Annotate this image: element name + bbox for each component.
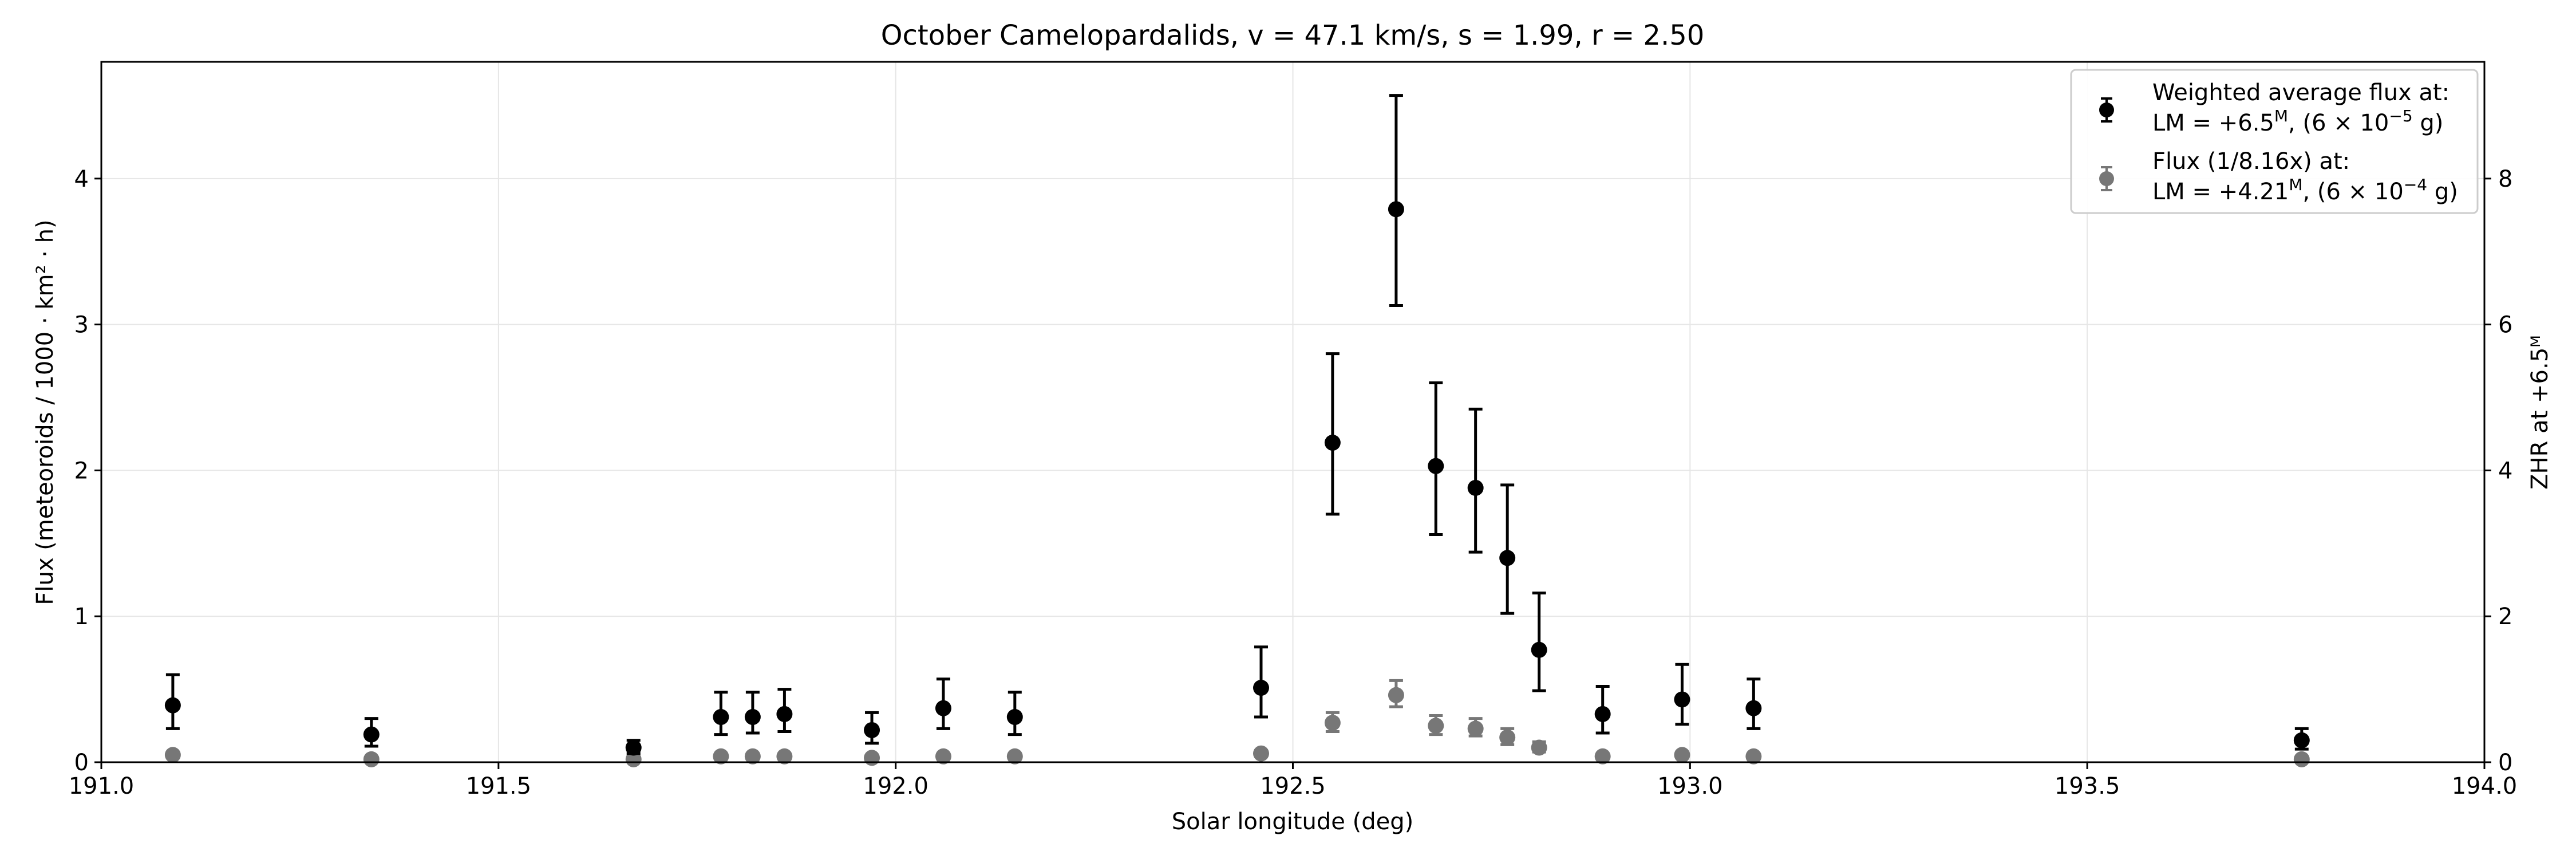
- data-point-weighted: [713, 709, 729, 726]
- legend-scaled-lm: LM = +4.21: [2152, 179, 2289, 205]
- data-point-scaled: [1388, 687, 1404, 703]
- data-point-scaled: [744, 748, 761, 765]
- legend-box: [2070, 69, 2479, 214]
- data-point-scaled: [1594, 748, 1611, 765]
- data-point-scaled: [1253, 745, 1269, 762]
- data-point-scaled: [864, 750, 880, 766]
- legend-label-scaled-line2: LM = +4.21M, (6 × 10−4 g): [2152, 175, 2458, 205]
- data-point-scaled: [935, 748, 951, 765]
- legend-entry-scaled: Flux (1/8.16x) at: LM = +4.21M, (6 × 10−…: [2099, 148, 2458, 205]
- x-tick-label: 191.0: [69, 773, 135, 799]
- x-tick-label: 192.5: [1260, 773, 1326, 799]
- legend-label-weighted-line2: LM = +6.5M, (6 × 10−5 g): [2152, 107, 2443, 136]
- y-right-tick-label: 8: [2498, 166, 2512, 192]
- data-point-scaled: [363, 751, 380, 767]
- y-axis-left-label: Flux (meteoroids / 1000 · km² · h): [32, 219, 58, 605]
- data-point-weighted: [1253, 680, 1269, 696]
- chart-title: October Camelopardalids, v = 47.1 km/s, …: [881, 19, 1705, 52]
- data-point-weighted: [625, 739, 642, 756]
- y-left-tick-label: 4: [74, 166, 89, 192]
- data-point-weighted: [935, 700, 951, 716]
- data-point-scaled: [1745, 748, 1762, 765]
- legend-label-scaled-line1: Flux (1/8.16x) at:: [2152, 148, 2350, 175]
- y-left-tick-label: 2: [74, 458, 89, 484]
- data-point-scaled: [625, 751, 642, 767]
- data-point-weighted: [864, 722, 880, 738]
- legend-scaled-unit: g): [2427, 179, 2458, 205]
- data-point-scaled: [1531, 739, 1547, 756]
- x-tick-label: 193.0: [1657, 773, 1723, 799]
- y-left-tick-label: 0: [74, 750, 89, 776]
- data-point-scaled: [2293, 751, 2310, 767]
- data-point-scaled: [1499, 729, 1516, 746]
- legend-weighted-mass-exp: −5: [2389, 107, 2412, 125]
- legend-scaled-lm-sup: M: [2289, 175, 2302, 194]
- x-axis-label: Solar longitude (deg): [1172, 809, 1413, 835]
- legend-label-weighted-line1: Weighted average flux at:: [2152, 80, 2449, 106]
- legend-weighted-mass: , (6 × 10: [2288, 110, 2389, 136]
- y-right-tick-label: 6: [2498, 312, 2512, 338]
- data-point-weighted: [1594, 706, 1611, 722]
- data-layer: [164, 94, 2310, 767]
- data-point-scaled: [1428, 718, 1444, 734]
- legend-entry-weighted: Weighted average flux at: LM = +6.5M, (6…: [2099, 80, 2449, 136]
- y-left-tick-label: 1: [74, 604, 89, 630]
- data-point-scaled: [1324, 715, 1341, 731]
- y-right-tick-label: 0: [2498, 750, 2512, 776]
- x-tick-label: 192.0: [863, 773, 929, 799]
- axes: 191.0 191.5 192.0 192.5 193.0 193.5 194.001234…: [69, 166, 2518, 799]
- data-point-weighted: [1674, 691, 1690, 708]
- series-scaled: [164, 679, 2310, 767]
- data-point-scaled: [776, 748, 793, 765]
- legend-marker-scaled: [2099, 171, 2114, 186]
- y-right-tick-label: 2: [2498, 604, 2512, 630]
- data-point-scaled: [1674, 747, 1690, 763]
- x-tick-label: 194.0: [2452, 773, 2518, 799]
- data-point-weighted: [1006, 709, 1023, 726]
- y-right-tick-label: 4: [2498, 458, 2512, 484]
- series-weighted: [164, 94, 2310, 756]
- data-point-weighted: [363, 726, 380, 743]
- data-point-weighted: [1324, 435, 1341, 451]
- data-point-weighted: [164, 697, 181, 714]
- legend-weighted-unit: g): [2413, 110, 2444, 136]
- y-left-tick-label: 3: [74, 312, 89, 338]
- data-point-weighted: [1745, 700, 1762, 716]
- data-point-scaled: [713, 748, 729, 765]
- legend-marker-weighted: [2099, 103, 2114, 117]
- data-point-scaled: [1467, 720, 1484, 737]
- data-point-weighted: [1467, 479, 1484, 496]
- data-point-scaled: [164, 747, 181, 763]
- legend-scaled-mass: , (6 × 10: [2303, 179, 2404, 205]
- data-point-weighted: [1531, 641, 1547, 658]
- data-point-scaled: [1006, 748, 1023, 765]
- x-tick-label: 191.5: [466, 773, 532, 799]
- data-point-weighted: [1499, 550, 1516, 566]
- legend-scaled-mass-exp: −4: [2404, 175, 2427, 194]
- data-point-weighted: [1388, 201, 1404, 218]
- x-tick-label: 193.5: [2055, 773, 2120, 799]
- data-point-weighted: [744, 709, 761, 726]
- data-point-weighted: [2293, 732, 2310, 748]
- data-point-weighted: [776, 706, 793, 722]
- y-axis-right-label: ZHR at +6.5ᴹ: [2527, 335, 2553, 490]
- legend: Weighted average flux at: LM = +6.5M, (6…: [2070, 69, 2479, 214]
- legend-weighted-lm-sup: M: [2274, 107, 2288, 125]
- legend-weighted-lm: LM = +6.5: [2152, 110, 2274, 136]
- data-point-weighted: [1428, 458, 1444, 474]
